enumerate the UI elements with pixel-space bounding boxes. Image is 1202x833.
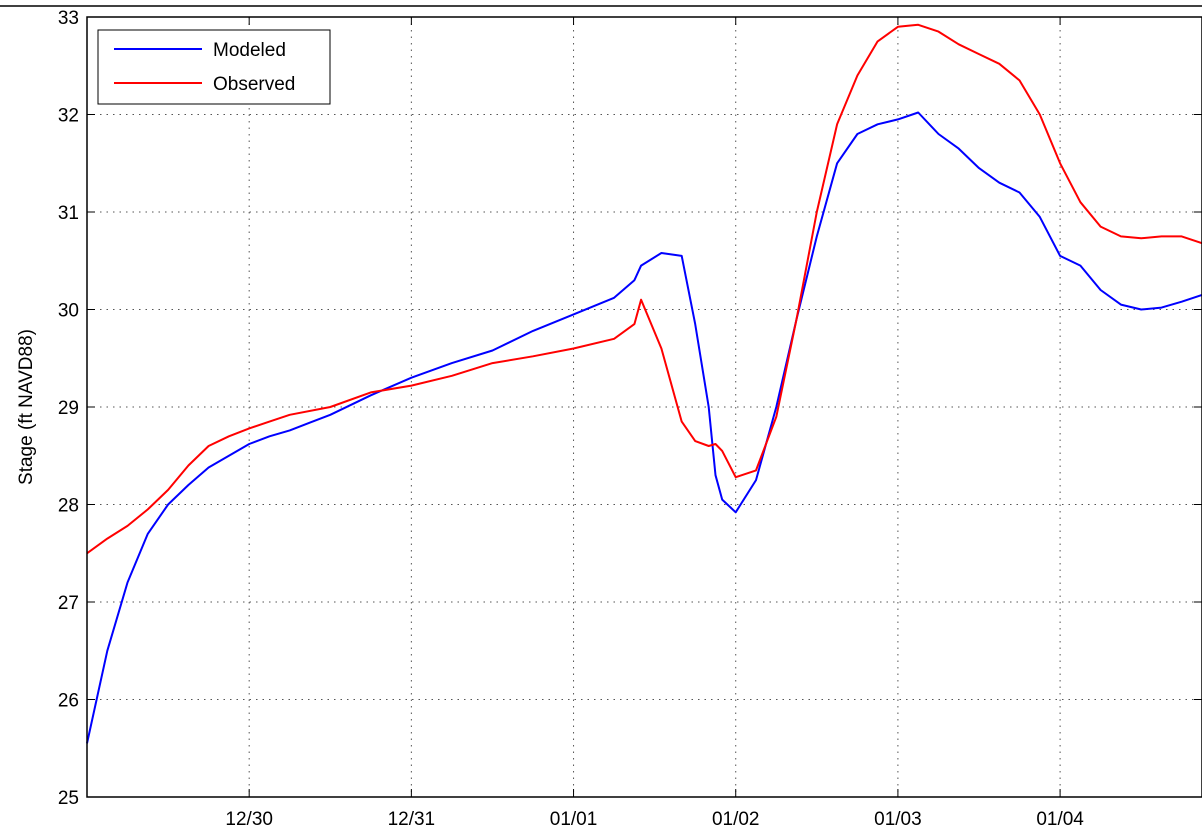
axis-ticks: 25 26 27 28 29 30 31 32 33 12/30 12/31 01/01 01/02 01… <box>58 8 1202 830</box>
y-tick-label: 25 <box>58 788 79 809</box>
grid <box>87 17 1202 797</box>
legend-box <box>97 29 331 105</box>
legend: Modeled Observed <box>97 29 331 105</box>
y-tick-label: 33 <box>58 8 79 29</box>
plot-background <box>87 17 1202 797</box>
series-line-observed <box>86 23 1202 555</box>
x-tick-label: 01/04 <box>1036 809 1084 830</box>
x-tick-label: 12/30 <box>225 809 273 830</box>
x-tick-label: 12/31 <box>388 809 436 830</box>
x-tick-label: 01/03 <box>874 809 922 830</box>
y-tick-label: 28 <box>58 496 79 517</box>
y-tick-label: 32 <box>58 106 79 127</box>
x-tick-label: 01/02 <box>712 809 760 830</box>
y-tick-label: 27 <box>58 593 79 614</box>
y-tick-label: 31 <box>58 203 79 224</box>
y-tick-label: 26 <box>58 691 79 712</box>
legend-label-modeled: Modeled <box>213 40 286 61</box>
y-axis-label: Stage (ft NAVD88) <box>16 329 37 485</box>
series-line-modeled <box>86 111 1202 744</box>
legend-label-observed: Observed <box>213 74 295 95</box>
y-tick-label: 29 <box>58 398 79 419</box>
y-tick-label: 30 <box>58 301 79 322</box>
x-tick-label: 01/01 <box>550 809 598 830</box>
series-layer <box>86 23 1202 744</box>
